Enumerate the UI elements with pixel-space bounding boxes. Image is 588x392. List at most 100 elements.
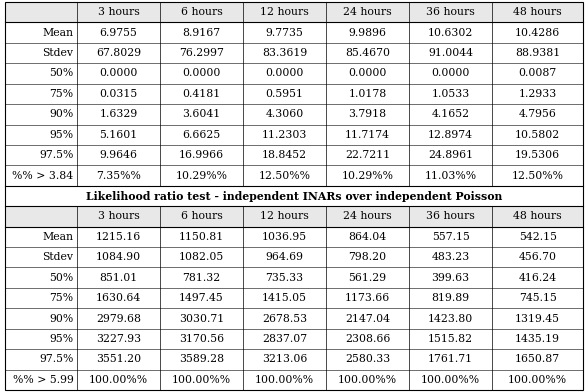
Text: 6.6625: 6.6625 <box>182 130 220 140</box>
Text: %% > 5.99: %% > 5.99 <box>12 375 74 385</box>
Bar <box>5 22 77 43</box>
Text: 19.5306: 19.5306 <box>515 150 560 160</box>
Bar <box>409 349 492 370</box>
Bar <box>5 267 77 288</box>
Bar <box>5 227 77 247</box>
Text: 0.0000: 0.0000 <box>349 69 387 78</box>
Text: 6 hours: 6 hours <box>181 211 222 221</box>
Text: 1497.45: 1497.45 <box>179 293 224 303</box>
Bar <box>243 83 326 104</box>
Bar <box>326 165 409 186</box>
Text: 745.15: 745.15 <box>519 293 557 303</box>
Text: 48 hours: 48 hours <box>513 7 562 17</box>
Bar <box>409 309 492 329</box>
Bar <box>77 227 160 247</box>
Bar <box>77 247 160 267</box>
Text: 1423.80: 1423.80 <box>428 314 473 323</box>
Text: 3589.28: 3589.28 <box>179 354 224 365</box>
Bar <box>5 309 77 329</box>
Text: 819.89: 819.89 <box>432 293 470 303</box>
Bar <box>492 22 583 43</box>
Bar <box>243 288 326 309</box>
Bar <box>160 104 243 125</box>
Text: 100.00%%: 100.00%% <box>421 375 480 385</box>
Text: 85.4670: 85.4670 <box>345 48 390 58</box>
Text: 3.6041: 3.6041 <box>182 109 220 119</box>
Text: 12.50%%: 12.50%% <box>512 171 564 181</box>
Bar <box>409 145 492 165</box>
Bar <box>492 2 583 22</box>
Bar <box>77 370 160 390</box>
Text: Stdev: Stdev <box>42 48 74 58</box>
Text: Stdev: Stdev <box>42 252 74 262</box>
Text: Mean: Mean <box>42 232 74 242</box>
Bar <box>77 83 160 104</box>
Bar <box>492 145 583 165</box>
Text: 11.03%%: 11.03%% <box>425 171 477 181</box>
Bar <box>5 165 77 186</box>
Text: 0.0000: 0.0000 <box>99 69 138 78</box>
Bar <box>243 165 326 186</box>
Bar <box>77 349 160 370</box>
Text: 2837.07: 2837.07 <box>262 334 307 344</box>
Bar <box>409 63 492 83</box>
Text: 75%: 75% <box>49 89 74 99</box>
Text: 10.6302: 10.6302 <box>428 27 473 38</box>
Bar <box>326 104 409 125</box>
Bar <box>326 247 409 267</box>
Bar <box>243 247 326 267</box>
Bar <box>243 329 326 349</box>
Bar <box>409 329 492 349</box>
Bar <box>5 288 77 309</box>
Text: 6 hours: 6 hours <box>181 7 222 17</box>
Bar <box>409 125 492 145</box>
Bar <box>160 370 243 390</box>
Text: 4.1652: 4.1652 <box>432 109 470 119</box>
Text: 3551.20: 3551.20 <box>96 354 141 365</box>
Text: 16.9966: 16.9966 <box>179 150 224 160</box>
Bar <box>492 206 583 227</box>
Bar <box>326 2 409 22</box>
Bar <box>160 83 243 104</box>
Text: 3 hours: 3 hours <box>98 7 139 17</box>
Text: 1.0533: 1.0533 <box>432 89 470 99</box>
Bar <box>160 63 243 83</box>
Bar <box>326 145 409 165</box>
Text: 11.7174: 11.7174 <box>345 130 390 140</box>
Bar <box>5 83 77 104</box>
Text: 7.35%%: 7.35%% <box>96 171 141 181</box>
Text: 9.9646: 9.9646 <box>99 150 138 160</box>
Bar <box>243 145 326 165</box>
Text: 3170.56: 3170.56 <box>179 334 224 344</box>
Text: 1.0178: 1.0178 <box>349 89 387 99</box>
Bar <box>77 104 160 125</box>
Bar <box>77 309 160 329</box>
Text: 9.7735: 9.7735 <box>266 27 303 38</box>
Bar <box>243 63 326 83</box>
Text: 6.9755: 6.9755 <box>99 27 138 38</box>
Text: 12.50%%: 12.50%% <box>259 171 310 181</box>
Bar <box>160 267 243 288</box>
Bar <box>243 370 326 390</box>
Text: 781.32: 781.32 <box>182 273 220 283</box>
Bar <box>326 206 409 227</box>
Bar <box>160 329 243 349</box>
Bar <box>160 43 243 63</box>
Bar <box>409 104 492 125</box>
Text: 24 hours: 24 hours <box>343 211 392 221</box>
Text: 416.24: 416.24 <box>519 273 557 283</box>
Text: 456.70: 456.70 <box>519 252 557 262</box>
Text: 3213.06: 3213.06 <box>262 354 308 365</box>
Bar <box>160 227 243 247</box>
Bar <box>492 165 583 186</box>
Text: 557.15: 557.15 <box>432 232 470 242</box>
Bar <box>77 165 160 186</box>
Text: 1084.90: 1084.90 <box>96 252 141 262</box>
Bar <box>243 43 326 63</box>
Text: 91.0044: 91.0044 <box>428 48 473 58</box>
Bar <box>492 43 583 63</box>
Bar <box>326 329 409 349</box>
Text: 0.0087: 0.0087 <box>519 69 557 78</box>
Bar <box>409 288 492 309</box>
Text: 964.69: 964.69 <box>266 252 303 262</box>
